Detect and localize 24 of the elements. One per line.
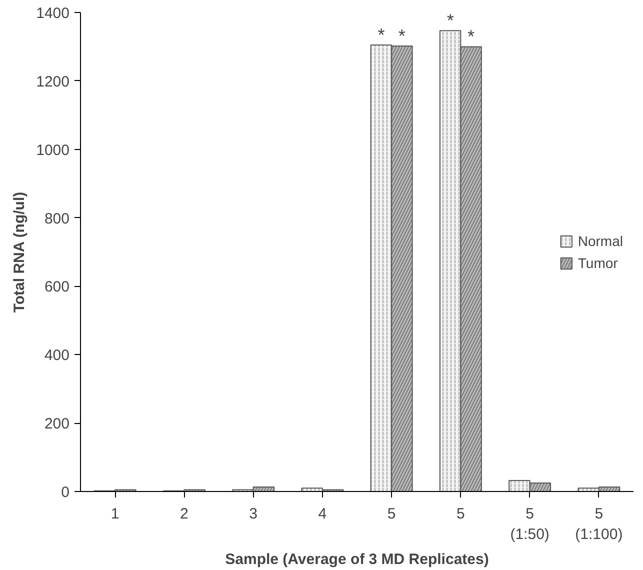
legend-label: Normal xyxy=(578,232,623,248)
x-tick-label: 5 xyxy=(387,506,396,522)
annotation: * xyxy=(446,10,454,31)
y-axis-title: Total RNA (ng/ul) xyxy=(11,192,28,313)
x-tick-label: 5 xyxy=(456,506,465,522)
annotation: * xyxy=(398,26,406,46)
y-tick-label: 1400 xyxy=(36,5,70,22)
y-tick-label: 1200 xyxy=(36,73,70,90)
legend-label: Tumor xyxy=(578,254,618,270)
annotation: * xyxy=(378,25,385,46)
x-tick-label: 4 xyxy=(318,506,327,522)
y-tick-label: 200 xyxy=(44,416,70,433)
annotation: * xyxy=(468,26,475,47)
y-tick-label: 1000 xyxy=(36,142,70,159)
x-tick-label: 1 xyxy=(110,506,120,522)
y-tick-label: 600 xyxy=(44,278,70,296)
y-tick-label: 800 xyxy=(44,210,70,228)
x-tick-label: 2 xyxy=(180,506,188,522)
x-axis-title: Sample (Average of 3 MD Replicates) xyxy=(225,550,489,568)
y-tick-label: 400 xyxy=(44,347,70,364)
x-tick-label: 3 xyxy=(249,506,258,522)
x-tick-label: 5 (1:100) xyxy=(575,506,623,543)
x-tick-label: 5 (1:50) xyxy=(510,506,550,543)
y-tick-label: 0 xyxy=(61,484,70,501)
